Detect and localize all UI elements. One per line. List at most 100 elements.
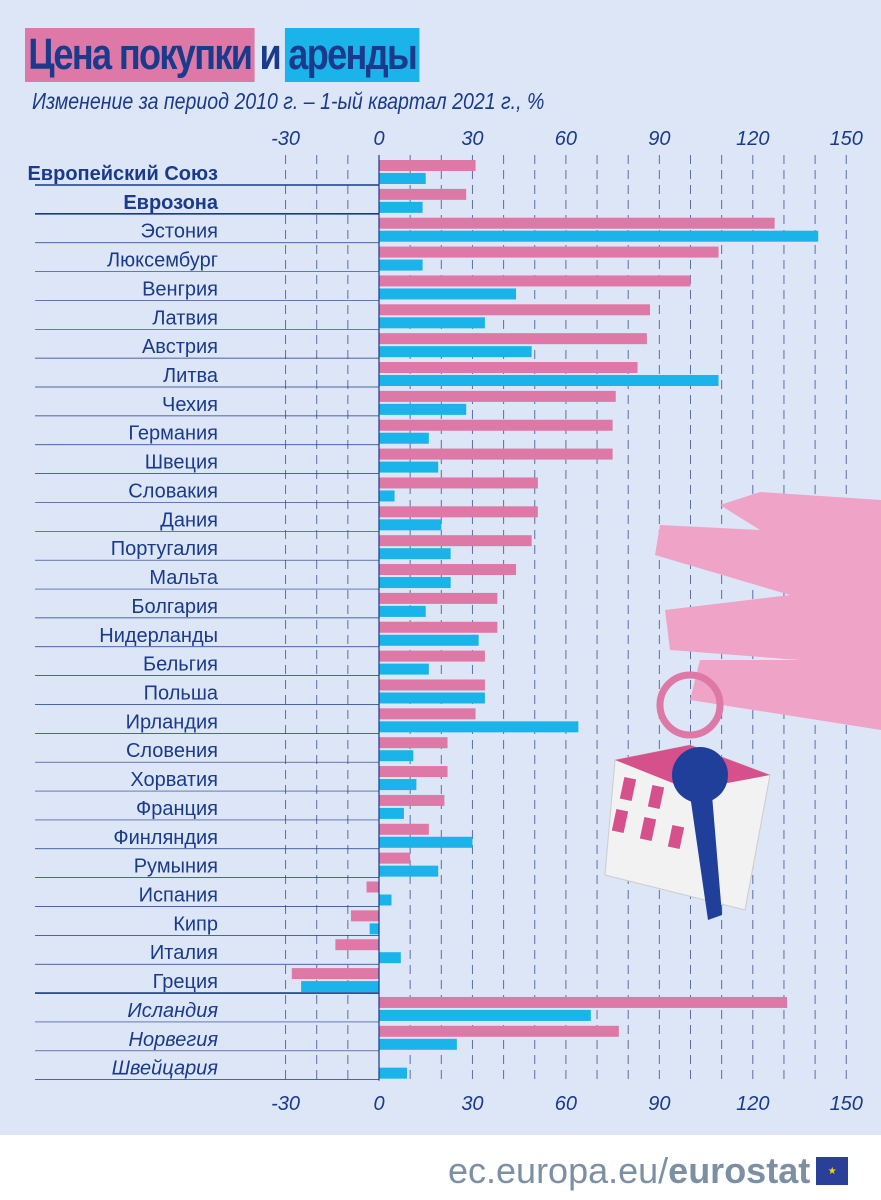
purchase-bar xyxy=(379,304,651,316)
purchase-bar xyxy=(335,939,379,951)
x-tick-label-top: 0 xyxy=(373,128,384,150)
chart-title: Цена покупки и аренды xyxy=(25,28,420,82)
rent-bar xyxy=(379,663,429,675)
rent-bar xyxy=(379,865,439,877)
rent-bar xyxy=(379,836,473,848)
category-label: Мальта xyxy=(149,567,218,589)
x-tick-label-bottom: 120 xyxy=(736,1093,769,1115)
category-label: Румыния xyxy=(134,856,218,878)
x-tick-label-bottom: 0 xyxy=(373,1093,384,1115)
purchase-bar xyxy=(379,160,476,171)
purchase-bar xyxy=(379,996,788,1008)
rent-bar xyxy=(379,548,451,560)
purchase-bar xyxy=(379,477,538,489)
rent-bar xyxy=(379,692,485,704)
footer-site: ec.europa.eu/ xyxy=(448,1150,669,1191)
category-label: Ирландия xyxy=(126,711,218,733)
category-label: Швеция xyxy=(145,452,218,474)
category-label: Словения xyxy=(126,740,218,762)
purchase-bar xyxy=(379,535,532,547)
category-label: Германия xyxy=(128,423,218,445)
rent-bar xyxy=(379,461,439,473)
x-tick-label-bottom: 30 xyxy=(461,1093,483,1115)
category-label: Эстония xyxy=(141,221,218,243)
purchase-bar xyxy=(379,564,517,576)
rent-bar xyxy=(379,230,819,242)
category-label: Австрия xyxy=(142,336,218,358)
purchase-bar xyxy=(379,246,719,258)
purchase-bar xyxy=(379,217,775,229)
x-tick-label-bottom: -30 xyxy=(271,1093,300,1115)
purchase-bar xyxy=(379,275,691,287)
rent-bar xyxy=(379,317,485,329)
rent-bar xyxy=(379,577,451,589)
x-tick-label-top: 90 xyxy=(648,128,670,150)
title-and: и xyxy=(259,30,282,79)
category-label: Венгрия xyxy=(142,278,218,300)
rent-bar xyxy=(379,894,392,906)
chart-subtitle: Изменение за период 2010 г. – 1-ый кварт… xyxy=(32,88,545,114)
category-label: Чехия xyxy=(162,394,218,416)
rent-bar xyxy=(379,519,442,531)
x-tick-label-top: 30 xyxy=(461,128,483,150)
purchase-bar xyxy=(379,1025,619,1037)
category-label: Польша xyxy=(144,682,219,704)
footer-brand: eurostat xyxy=(668,1150,811,1191)
purchase-bar xyxy=(366,881,379,893)
purchase-bar xyxy=(379,621,498,633)
category-label: Греция xyxy=(153,971,218,993)
rent-bar xyxy=(379,779,417,791)
purchase-bar xyxy=(379,362,638,374)
rent-bar xyxy=(379,1038,457,1050)
category-label: Европейский Союз xyxy=(27,163,218,185)
x-tick-label-bottom: 60 xyxy=(555,1093,577,1115)
purchase-bar xyxy=(379,448,613,460)
purchase-bar xyxy=(379,794,445,806)
rent-bar xyxy=(379,403,467,415)
rent-bar xyxy=(379,634,479,646)
purchase-bar xyxy=(379,852,411,864)
x-tick-label-top: 60 xyxy=(555,128,577,150)
purchase-bar xyxy=(350,910,379,922)
purchase-bar xyxy=(379,708,476,720)
rent-bar xyxy=(379,1009,591,1021)
hand-with-keys-illustration xyxy=(604,492,881,920)
rent-bar xyxy=(379,1067,408,1079)
category-label: Еврозона xyxy=(123,192,219,214)
purchase-bar xyxy=(379,419,613,431)
category-label: Бельгия xyxy=(143,654,218,676)
rent-bar xyxy=(369,923,379,935)
purchase-bar xyxy=(379,766,448,778)
category-label: Франция xyxy=(136,798,218,820)
rent-bar xyxy=(379,288,517,300)
purchase-bar xyxy=(379,333,647,345)
category-label: Словакия xyxy=(128,480,218,502)
title-rent: аренды xyxy=(285,28,420,82)
category-label: Италия xyxy=(150,942,218,964)
rent-bar xyxy=(379,605,426,617)
rent-bar xyxy=(379,432,429,444)
footer-logo: ec.europa.eu/eurostat ★ xyxy=(448,1150,849,1192)
x-tick-label-top: 120 xyxy=(736,128,769,150)
category-label: Дания xyxy=(160,509,218,531)
category-label: Болгария xyxy=(131,596,218,618)
purchase-bar xyxy=(379,188,467,200)
title-purchase: Цена покупки xyxy=(25,28,255,82)
category-label: Швейцария xyxy=(112,1058,219,1080)
x-tick-label-bottom: 90 xyxy=(648,1093,670,1115)
category-label: Нидерланды xyxy=(99,625,218,647)
category-label: Люксембург xyxy=(107,250,218,272)
rent-bar xyxy=(379,952,401,964)
rent-bar xyxy=(379,173,426,184)
rent-bar xyxy=(301,981,379,993)
category-label: Норвегия xyxy=(129,1029,219,1051)
category-label: Португалия xyxy=(111,538,218,560)
rent-bar xyxy=(379,750,414,762)
purchase-bar xyxy=(379,390,616,402)
category-label: Хорватия xyxy=(130,769,218,791)
eu-flag-icon: ★ xyxy=(816,1157,849,1185)
rent-bar xyxy=(379,807,404,819)
purchase-bar xyxy=(379,650,485,662)
x-tick-label-top: 150 xyxy=(830,128,863,150)
rent-bar xyxy=(379,721,579,733)
